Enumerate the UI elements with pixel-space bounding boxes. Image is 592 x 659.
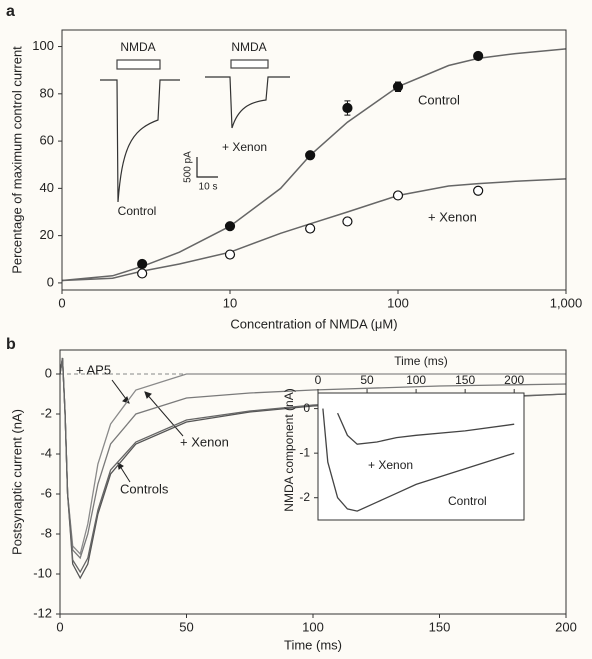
point [305, 150, 316, 161]
point [392, 190, 404, 201]
inset-background [318, 393, 524, 520]
inset-label: + Xenon [222, 140, 267, 154]
x-tick-label: 0 [56, 619, 63, 634]
y-tick-label: -1 [299, 445, 310, 459]
y-tick-label: 100 [32, 38, 54, 53]
series-label: + Xenon [428, 209, 477, 224]
x-tick-label: 0 [315, 373, 322, 387]
arrowhead [144, 391, 152, 399]
point [392, 81, 404, 92]
trace [322, 408, 515, 512]
point [224, 249, 236, 260]
y-axis-title: Percentage of maximum control current [9, 46, 24, 274]
y-axis-title: Postsynaptic current (nA) [9, 409, 24, 555]
series-label: + Xenon [368, 458, 413, 472]
x-tick-label: 100 [302, 619, 324, 634]
x-tick-label: 200 [555, 619, 577, 634]
scale-label: 10 s [199, 182, 218, 193]
nmda-bar [230, 59, 269, 69]
y-tick-label: -12 [33, 605, 52, 620]
x-axis-title: Time (ms) [394, 354, 448, 368]
plot-frame [317, 392, 525, 521]
point [473, 185, 484, 196]
y-tick-label: -6 [40, 485, 52, 500]
x-tick-label: 100 [406, 373, 426, 387]
y-tick-label: 0 [45, 365, 52, 380]
trace [59, 357, 567, 574]
y-tick-label: -4 [40, 445, 52, 460]
inset-label: NMDA [231, 40, 266, 54]
x-tick-label: 150 [455, 373, 475, 387]
inset-label: NMDA [120, 40, 155, 54]
y-axis-title: NMDA component (nA) [282, 388, 296, 511]
trace [100, 79, 180, 203]
x-tick-label: 50 [179, 619, 193, 634]
y-tick-label: 60 [40, 133, 54, 148]
point [305, 223, 316, 234]
plot-frame [61, 29, 567, 291]
x-tick-label: 200 [504, 373, 524, 387]
point [137, 268, 148, 279]
series-label: + AP5 [76, 362, 111, 377]
nmda-bar [116, 59, 161, 70]
x-tick-label: 0 [58, 295, 65, 310]
point [342, 102, 353, 114]
y-tick-label: 80 [40, 85, 54, 100]
scale-bar [196, 157, 218, 178]
y-tick-label: 0 [303, 401, 310, 415]
y-tick-label: 0 [47, 274, 54, 289]
y-tick-label: -2 [40, 405, 52, 420]
point [473, 50, 484, 62]
x-tick-label: 100 [387, 295, 409, 310]
y-tick-label: 20 [40, 227, 54, 242]
point [224, 221, 236, 232]
y-tick-label: -2 [299, 490, 310, 504]
series-label: Control [448, 494, 487, 508]
series-label: Control [418, 92, 460, 107]
arrow [144, 391, 184, 437]
plot-frame [59, 349, 567, 615]
x-axis-title: Time (ms) [284, 637, 342, 652]
point [137, 258, 148, 270]
y-tick-label: 40 [40, 180, 54, 195]
x-tick-label: 10 [223, 295, 237, 310]
x-axis-title: Concentration of NMDA (μM) [230, 316, 397, 331]
trace [205, 76, 290, 129]
x-tick-label: 150 [429, 619, 451, 634]
y-tick-label: -10 [33, 565, 52, 580]
x-tick-label: 1,000 [550, 295, 583, 310]
point [342, 216, 353, 227]
series-label: Controls [120, 481, 169, 496]
inset-label: Control [118, 204, 157, 218]
x-tick-label: 50 [360, 373, 374, 387]
y-tick-label: -8 [40, 525, 52, 540]
panel-letter: b [6, 336, 16, 353]
scale-label: 500 pA [183, 151, 194, 183]
trace [337, 412, 515, 445]
series-label: + Xenon [180, 434, 229, 449]
inset-traces [100, 59, 290, 203]
panel-letter: a [6, 3, 15, 20]
